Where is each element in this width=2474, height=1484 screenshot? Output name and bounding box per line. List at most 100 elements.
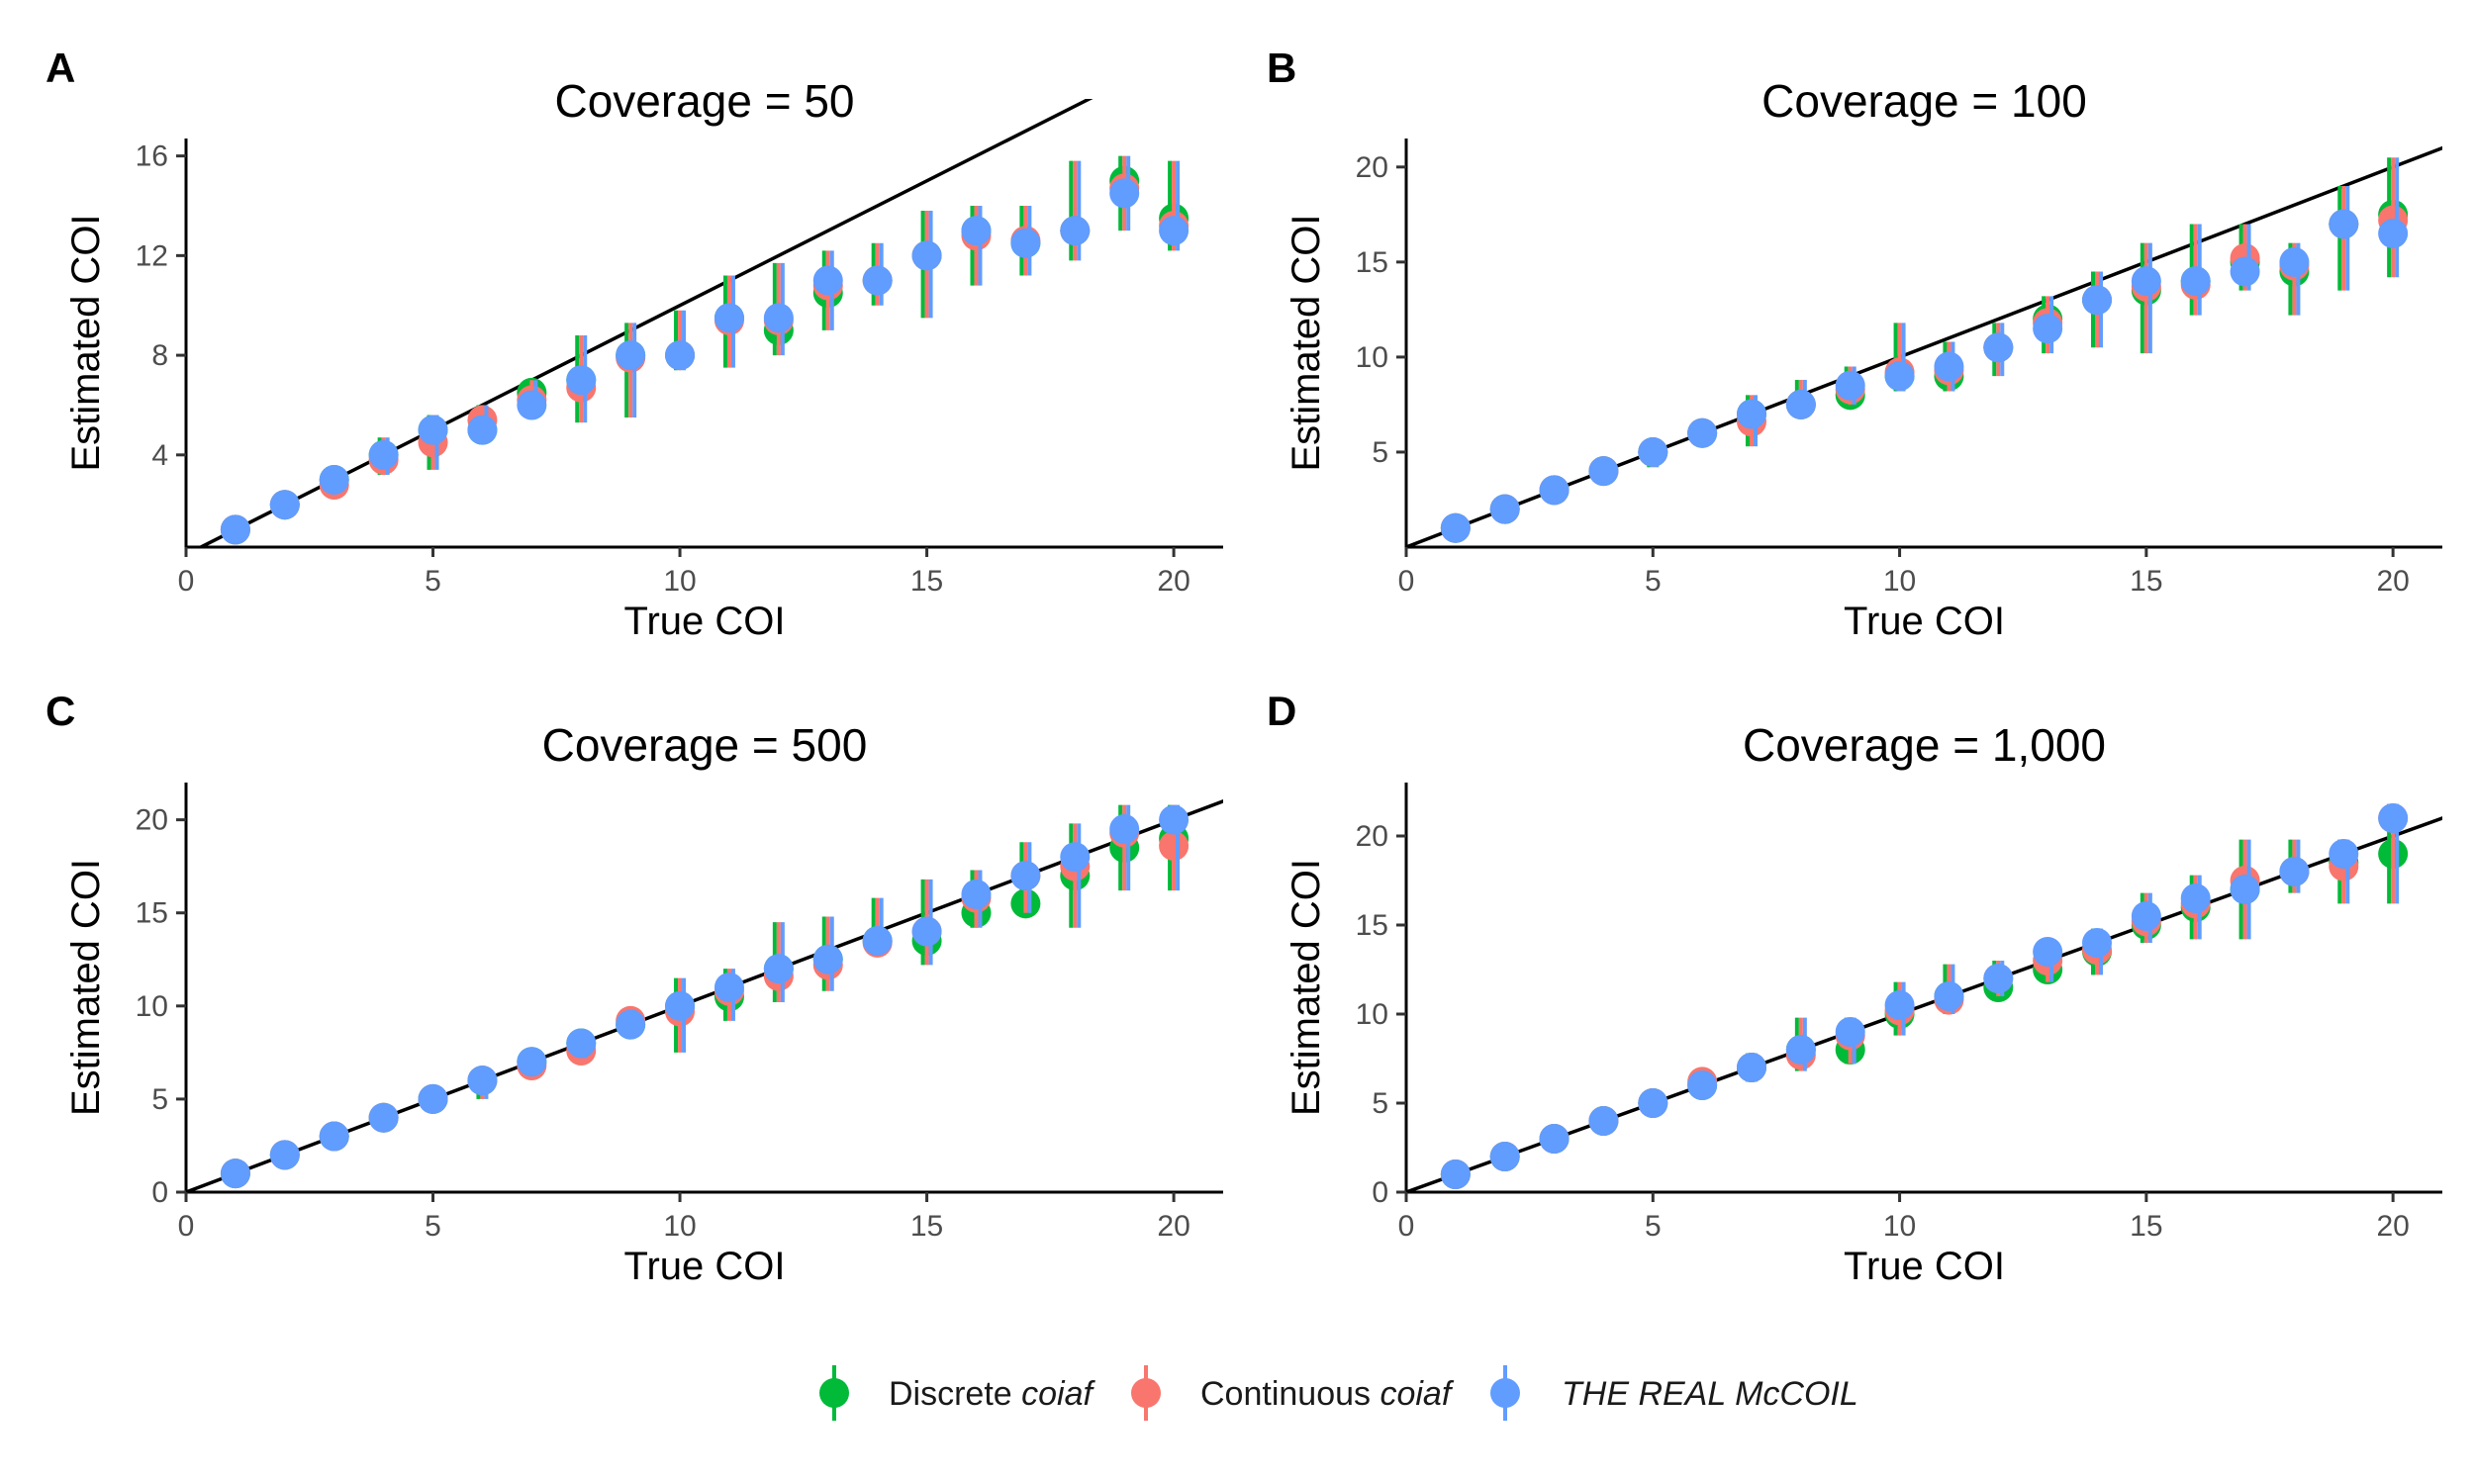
point-mccoil-b-10 (1884, 361, 1915, 392)
point-mccoil-d-19 (2329, 839, 2359, 869)
y-tick-label-a-16: 16 (136, 140, 168, 173)
y-tick-label-a-8: 8 (151, 339, 168, 372)
point-mccoil-a-8 (566, 365, 597, 396)
panel-title-c: Coverage = 500 (542, 719, 868, 771)
point-mccoil-c-6 (467, 1066, 498, 1096)
series-mccoil-d (1440, 803, 2409, 1189)
legend-label-continuous: Continuous coiaf (1200, 1375, 1455, 1413)
point-mccoil-a-14 (862, 265, 893, 296)
y-tick-label-d-10: 10 (1356, 998, 1388, 1031)
point-mccoil-c-12 (763, 954, 794, 984)
legend-key-continuous-point (1131, 1378, 1161, 1408)
point-mccoil-b-17 (2230, 256, 2260, 287)
x-tick-label-c-0: 0 (178, 1210, 195, 1243)
y-tick-label-d-15: 15 (1356, 909, 1388, 942)
point-mccoil-a-10 (665, 340, 696, 371)
y-axis-label-a: Estimated COI (64, 214, 108, 471)
panel-tag-b: B (1267, 45, 1296, 91)
series-mccoil-a (220, 155, 1189, 545)
point-continuous-c-20 (1159, 830, 1189, 861)
x-tick-label-b-20: 20 (2376, 565, 2409, 598)
panel-title-a: Coverage = 50 (554, 75, 854, 127)
y-tick-label-c-10: 10 (136, 990, 168, 1023)
panel-a: A Coverage = 50 0 5 10 15 20 4 8 12 16 True COI Esti… (46, 45, 1223, 643)
point-mccoil-c-17 (1010, 861, 1041, 891)
point-mccoil-a-12 (763, 303, 794, 333)
legend: Discrete coiaf Continuous coiaf THE REAL… (819, 1365, 1858, 1421)
legend-label-discrete-prefix: Discrete (889, 1375, 1021, 1413)
point-mccoil-a-18 (1060, 216, 1091, 246)
x-tick-label-a-20: 20 (1157, 565, 1189, 598)
legend-item-discrete: Discrete coiaf (819, 1365, 1096, 1421)
x-tick-label-b-0: 0 (1398, 565, 1415, 598)
point-mccoil-d-14 (2082, 928, 2112, 958)
series-mccoil-c (220, 804, 1189, 1189)
point-mccoil-d-2 (1489, 1142, 1520, 1171)
point-mccoil-d-7 (1737, 1053, 1766, 1082)
point-mccoil-a-5 (418, 415, 448, 445)
point-mccoil-c-11 (714, 973, 744, 1002)
x-tick-label-d-0: 0 (1398, 1210, 1415, 1243)
point-mccoil-a-3 (319, 465, 349, 496)
panel-c: C Coverage = 500 0 5 10 15 20 0 5 10 15 20 True COI E… (46, 688, 1223, 1288)
point-mccoil-a-19 (1109, 178, 1140, 209)
x-tick-label-a-15: 15 (910, 565, 943, 598)
y-tick-label-c-5: 5 (151, 1083, 168, 1116)
point-mccoil-b-5 (1638, 436, 1668, 467)
x-axis-label-d: True COI (1844, 1245, 2005, 1288)
point-mccoil-d-6 (1687, 1070, 1718, 1100)
point-mccoil-b-20 (2378, 219, 2409, 249)
point-mccoil-b-15 (2131, 266, 2161, 297)
point-mccoil-c-18 (1060, 842, 1091, 873)
x-tick-label-b-5: 5 (1645, 565, 1662, 598)
point-mccoil-b-4 (1588, 456, 1619, 487)
legend-label-continuous-prefix: Continuous (1200, 1375, 1380, 1413)
point-mccoil-b-2 (1489, 494, 1520, 524)
point-mccoil-c-15 (911, 916, 942, 947)
x-tick-label-b-15: 15 (2130, 565, 2162, 598)
point-mccoil-c-7 (517, 1047, 547, 1077)
point-mccoil-d-16 (2180, 883, 2211, 913)
point-mccoil-c-20 (1159, 804, 1189, 835)
legend-label-discrete: Discrete coiaf (889, 1375, 1096, 1413)
point-mccoil-d-1 (1440, 1159, 1471, 1189)
point-mccoil-a-9 (616, 340, 646, 371)
y-tick-label-b-5: 5 (1372, 436, 1388, 469)
point-mccoil-d-17 (2230, 875, 2260, 904)
y-tick-label-c-20: 20 (136, 804, 168, 837)
y-tick-label-a-4: 4 (151, 439, 168, 472)
point-mccoil-c-13 (812, 944, 843, 974)
point-mccoil-b-8 (1785, 389, 1816, 419)
point-mccoil-d-5 (1638, 1088, 1668, 1118)
x-axis-label-c: True COI (624, 1245, 786, 1288)
legend-label-discrete-italic: coiaf (1021, 1375, 1095, 1413)
x-tick-label-a-10: 10 (663, 565, 696, 598)
x-tick-label-a-5: 5 (425, 565, 441, 598)
y-tick-label-d-20: 20 (1356, 820, 1388, 853)
y-tick-label-b-20: 20 (1356, 151, 1388, 184)
point-mccoil-a-13 (812, 265, 843, 296)
point-mccoil-b-12 (1983, 332, 2014, 363)
y-tick-label-c-15: 15 (136, 897, 168, 930)
point-mccoil-c-16 (961, 879, 992, 909)
x-tick-label-d-10: 10 (1883, 1210, 1916, 1243)
legend-label-mccoil: THE REAL McCOIL (1562, 1375, 1858, 1413)
point-mccoil-c-5 (418, 1083, 448, 1114)
point-mccoil-b-3 (1539, 475, 1570, 506)
point-mccoil-b-6 (1687, 417, 1718, 448)
point-mccoil-a-4 (368, 439, 399, 470)
y-tick-label-d-0: 0 (1372, 1176, 1388, 1209)
point-mccoil-b-19 (2329, 209, 2359, 239)
series-mccoil-b (1440, 157, 2409, 543)
point-mccoil-b-18 (2279, 246, 2310, 277)
legend-key-discrete-point (819, 1378, 849, 1408)
x-axis-label-b: True COI (1844, 600, 2005, 643)
point-mccoil-d-3 (1539, 1124, 1570, 1154)
panel-title-b: Coverage = 100 (1761, 75, 2087, 127)
y-axis-label-b: Estimated COI (1285, 214, 1328, 471)
y-axis-label-c: Estimated COI (64, 859, 108, 1116)
point-mccoil-a-20 (1159, 216, 1189, 246)
y-tick-label-b-15: 15 (1356, 246, 1388, 279)
series-discrete-d (1440, 803, 2409, 1189)
